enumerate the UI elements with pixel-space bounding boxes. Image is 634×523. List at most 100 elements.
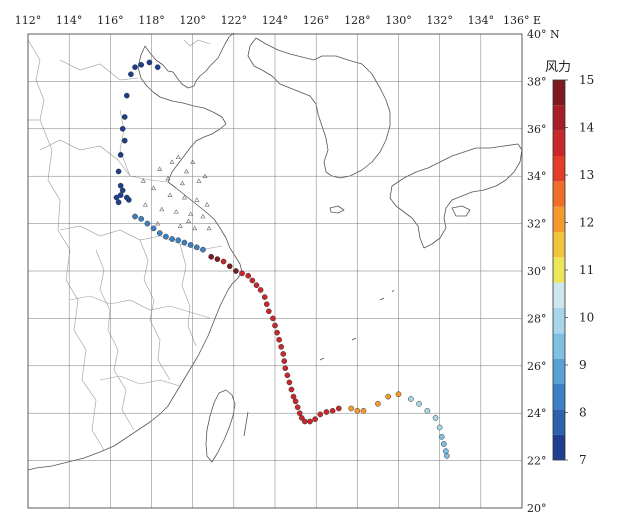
longitude-labels: 112° 114° 116° 118° 120° 122° 124° 126° 128° 130°… bbox=[15, 14, 541, 27]
colorbar-cell bbox=[553, 206, 565, 232]
track-point bbox=[294, 404, 301, 411]
track-point bbox=[312, 416, 318, 422]
station-marker bbox=[177, 223, 183, 228]
station-marker bbox=[196, 178, 202, 183]
track-point bbox=[432, 415, 439, 421]
track-point bbox=[375, 400, 381, 407]
track-point bbox=[220, 258, 227, 265]
track-point bbox=[442, 448, 449, 454]
colorbar-ticks: 7 8 9 10 11 12 13 14 15 bbox=[565, 73, 595, 467]
colorbar-cells bbox=[553, 80, 565, 460]
track-point bbox=[200, 246, 206, 253]
station-marker bbox=[179, 180, 185, 186]
station-marker bbox=[155, 220, 161, 226]
colorbar-tick-label: 13 bbox=[579, 168, 594, 182]
latitude-label: 30° bbox=[527, 265, 547, 278]
station-marker bbox=[206, 225, 212, 231]
bohai-coast bbox=[144, 32, 235, 89]
track-point bbox=[438, 434, 445, 440]
shikoku bbox=[451, 205, 471, 217]
track-point bbox=[282, 365, 289, 372]
track-point bbox=[292, 398, 299, 405]
track-point bbox=[290, 393, 297, 400]
colorbar-cell bbox=[553, 333, 565, 359]
colorbar-tick-label: 15 bbox=[579, 73, 594, 87]
track-point bbox=[163, 233, 169, 240]
track-point bbox=[274, 329, 280, 336]
jeju bbox=[329, 205, 345, 214]
track-point bbox=[245, 272, 252, 279]
track-point bbox=[253, 282, 260, 289]
colorbar-cell bbox=[553, 181, 565, 207]
track-point bbox=[360, 407, 367, 414]
longitude-label: 126° bbox=[303, 14, 330, 27]
longitude-label: 120° bbox=[179, 14, 206, 27]
longitude-label: 128° bbox=[344, 14, 371, 27]
longitude-label: 118° bbox=[138, 14, 165, 27]
track-point bbox=[436, 424, 443, 431]
track-point bbox=[181, 239, 188, 246]
station-marker bbox=[173, 209, 179, 214]
station-marker bbox=[188, 211, 194, 216]
track-point bbox=[117, 182, 124, 189]
station-marker bbox=[165, 175, 171, 181]
track-point bbox=[296, 410, 303, 417]
track-point bbox=[208, 253, 215, 260]
track-point bbox=[284, 372, 291, 379]
longitude-label: 130° bbox=[385, 14, 412, 27]
track-point bbox=[115, 199, 122, 206]
track-point bbox=[416, 400, 422, 407]
station-marker bbox=[194, 197, 200, 202]
latitude-labels: 20° 22° 24° 26° 28° 30° 32° 34° 36° 38° 40° N bbox=[527, 28, 560, 515]
longitude-label: 114° bbox=[56, 14, 83, 27]
map-frame bbox=[27, 33, 523, 509]
track-point bbox=[115, 168, 122, 175]
ryukyu bbox=[319, 289, 395, 361]
track-point bbox=[144, 220, 151, 227]
track-point bbox=[138, 216, 145, 222]
track-point bbox=[354, 407, 361, 414]
graticule bbox=[27, 33, 523, 509]
station-marker bbox=[142, 202, 148, 207]
track-point bbox=[187, 242, 194, 248]
colorbar-tick-label: 10 bbox=[579, 311, 594, 325]
colorbar-cell bbox=[553, 80, 565, 106]
colorbar-cell bbox=[553, 434, 565, 460]
station-marker bbox=[186, 218, 192, 224]
colorbar-cell bbox=[553, 257, 565, 283]
station-marker bbox=[204, 202, 210, 207]
track-point bbox=[444, 453, 450, 459]
track-point bbox=[121, 137, 128, 144]
track-point bbox=[150, 225, 157, 232]
track-point bbox=[348, 405, 355, 412]
track-point bbox=[121, 114, 128, 120]
track-point bbox=[117, 152, 124, 158]
track-point bbox=[317, 411, 324, 418]
latitude-label: 20° bbox=[527, 502, 547, 515]
station-marker bbox=[175, 154, 181, 160]
track-point bbox=[138, 61, 145, 68]
station-marker bbox=[190, 159, 196, 164]
track-point bbox=[298, 415, 305, 421]
bohai-west bbox=[137, 45, 227, 183]
track-point bbox=[408, 396, 414, 402]
colorbar: 风力 7 8 9 10 11 12 13 14 15 bbox=[545, 60, 595, 467]
typhoon-track bbox=[113, 59, 450, 459]
colorbar-cell bbox=[553, 409, 565, 435]
station-marker bbox=[192, 225, 198, 231]
colorbar-tick-label: 12 bbox=[579, 216, 594, 230]
latitude-label: 38° bbox=[527, 75, 547, 88]
station-marker bbox=[181, 194, 187, 200]
colorbar-tick-label: 14 bbox=[579, 121, 595, 135]
station-marker bbox=[202, 173, 208, 178]
longitude-label: 134° bbox=[468, 14, 495, 27]
track-point bbox=[239, 270, 245, 277]
track-point bbox=[263, 301, 270, 308]
track-point bbox=[175, 237, 182, 244]
taiwan bbox=[205, 389, 236, 463]
longitude-label: 136° E bbox=[503, 14, 541, 27]
latitude-label: 24° bbox=[527, 407, 547, 420]
track-point bbox=[117, 192, 124, 199]
track-point bbox=[329, 407, 336, 414]
